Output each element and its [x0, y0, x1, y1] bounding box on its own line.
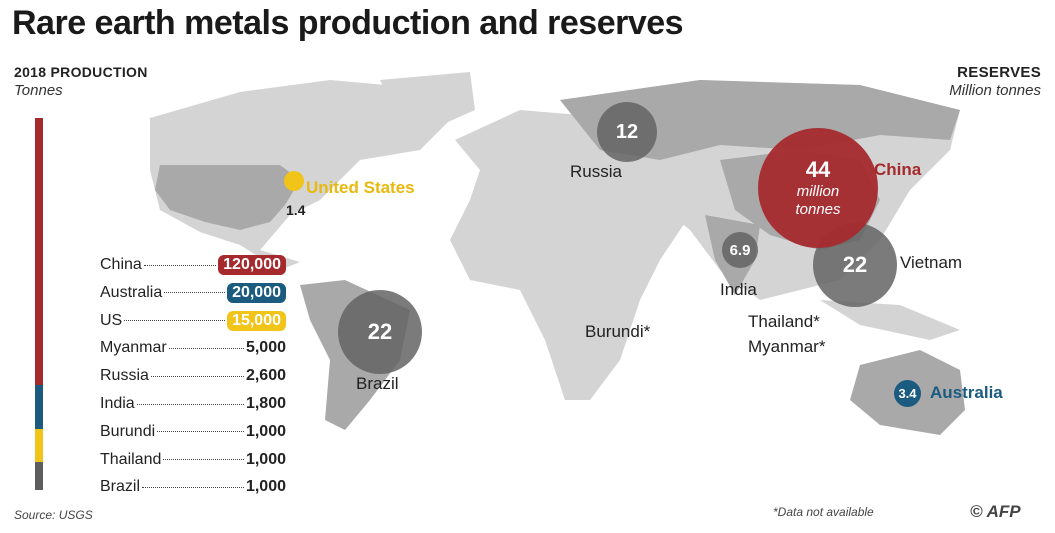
- afp-logo: © AFP: [970, 502, 1021, 521]
- bar-segment-australia: [35, 384, 43, 430]
- bar-segment-china: [35, 118, 43, 385]
- production-country: Myanmar: [100, 339, 167, 357]
- label-vietnam: Vietnam: [900, 253, 963, 272]
- page-title: Rare earth metals production and reserve…: [12, 4, 684, 42]
- production-value: 1,000: [245, 450, 286, 468]
- russia-reserve-value: 12: [615, 120, 639, 143]
- leader-dots: [124, 320, 226, 322]
- bubble-china: 44 million tonnes: [758, 128, 878, 248]
- label-thailand: Thailand*: [748, 312, 820, 331]
- production-heading: 2018 Production: [14, 64, 148, 80]
- reserves-unit: Million tonnes: [949, 82, 1041, 99]
- china-reserve-unit: million tonnes: [795, 183, 841, 218]
- production-value: 2,600: [245, 367, 286, 385]
- production-country: Russia: [100, 367, 149, 385]
- label-russia: Russia: [570, 162, 622, 181]
- production-value: 120,000: [218, 255, 286, 275]
- production-value: 5,000: [245, 339, 286, 357]
- production-row: China 120,000: [100, 253, 286, 277]
- production-country: China: [100, 256, 142, 273]
- bubble-brazil: 22: [338, 290, 422, 374]
- label-india: India: [720, 280, 757, 299]
- leader-dots: [143, 264, 217, 266]
- bar-segment-us: [35, 429, 43, 463]
- label-myanmar: Myanmar*: [748, 337, 826, 356]
- production-country: Thailand: [100, 450, 162, 468]
- production-value: 1,000: [245, 478, 286, 496]
- vietnam-reserve-value: 22: [842, 252, 868, 277]
- production-row: Thailand 1,000: [100, 448, 286, 472]
- production-row: Russia 2,600: [100, 364, 286, 388]
- label-australia: Australia: [930, 383, 1003, 402]
- leader-dots: [168, 347, 244, 349]
- source-note: Source: USGS: [14, 508, 93, 522]
- russia: [560, 80, 960, 160]
- brazil-reserve-value: 22: [367, 319, 393, 344]
- production-value: 1,000: [245, 422, 286, 440]
- us-reserve-value: 1.4: [286, 202, 306, 218]
- production-row: Brazil 1,000: [100, 475, 286, 499]
- leader-dots: [164, 292, 226, 294]
- label-burundi: Burundi*: [585, 322, 651, 341]
- bubble-russia: 12: [597, 102, 657, 162]
- leader-dots: [163, 459, 244, 461]
- production-row: US 15,000: [100, 309, 286, 333]
- label-brazil: Brazil: [356, 374, 399, 393]
- production-row: India 1,800: [100, 392, 286, 416]
- production-country: India: [100, 395, 135, 412]
- production-row: Myanmar 5,000: [100, 336, 286, 360]
- production-country: Burundi: [100, 422, 156, 440]
- reserves-heading: Reserves: [957, 64, 1041, 81]
- united-states: [155, 165, 300, 230]
- production-country: Australia: [100, 283, 163, 301]
- leader-dots: [142, 486, 244, 488]
- leader-dots: [150, 375, 244, 377]
- production-country: US: [100, 311, 123, 329]
- production-value: 15,000: [227, 310, 286, 331]
- bar-segment-others: [35, 462, 43, 490]
- production-row: Burundi 1,000: [100, 420, 286, 444]
- bubble-australia: 3.4: [894, 380, 921, 407]
- indonesia: [820, 300, 960, 340]
- europe-africa: [450, 110, 690, 400]
- china-reserve-value: 44: [805, 157, 831, 182]
- footnote: *Data not available: [773, 505, 874, 519]
- label-china: China: [874, 160, 922, 179]
- australia-reserve-value: 3.4: [898, 386, 917, 401]
- bubble-india: 6.9: [722, 232, 758, 268]
- production-country: Brazil: [100, 478, 141, 496]
- production-value: 20,000: [227, 282, 286, 303]
- india-reserve-value: 6.9: [729, 241, 751, 259]
- label-united-states: United States: [306, 178, 415, 197]
- greenland: [380, 72, 475, 130]
- bubble-us: [284, 171, 304, 191]
- production-unit: Tonnes: [14, 82, 63, 99]
- leader-dots: [136, 403, 244, 405]
- production-row: Australia 20,000: [100, 281, 286, 305]
- leader-dots: [157, 431, 244, 433]
- production-value: 1,800: [245, 395, 286, 412]
